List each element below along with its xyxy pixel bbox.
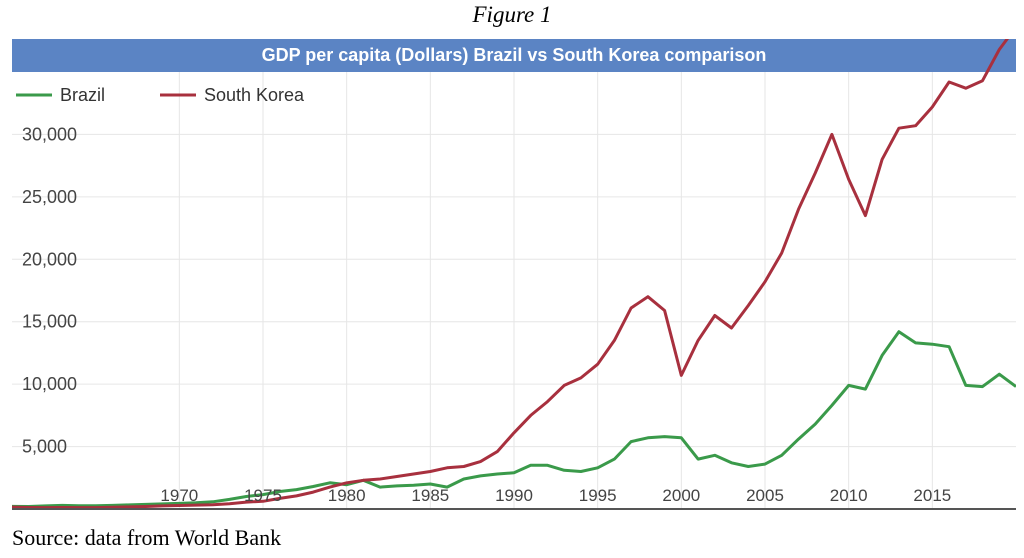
x-tick-label: 1990: [495, 486, 533, 505]
x-tick-label: 1980: [328, 486, 366, 505]
x-tick-label: 1970: [160, 486, 198, 505]
x-tick-label: 1985: [411, 486, 449, 505]
chart-title: GDP per capita (Dollars) Brazil vs South…: [12, 39, 1016, 72]
x-tick-label: 2010: [830, 486, 868, 505]
chart-plot: 5,000 10,000 15,000 20,000 25,000 30,000 1970 1…: [12, 39, 1016, 510]
x-tick-label: 1975: [244, 486, 282, 505]
x-tick-label: 1995: [579, 486, 617, 505]
chart-container: GDP per capita (Dollars) Brazil vs South…: [12, 39, 1016, 513]
y-tick-label: 5,000: [22, 437, 67, 457]
source-note: Source: data from World Bank: [12, 525, 282, 550]
x-tick-label: 2005: [746, 486, 784, 505]
figure-caption: Figure 1: [472, 2, 552, 27]
x-tick-label: 2000: [662, 486, 700, 505]
series-line-south-korea: [12, 39, 1009, 510]
legend-label-brazil: Brazil: [60, 85, 105, 105]
y-tick-label: 30,000: [22, 124, 77, 144]
series-line-brazil: [12, 330, 1016, 508]
y-tick-label: 20,000: [22, 249, 77, 269]
x-tick-label: 2015: [913, 486, 951, 505]
y-tick-label: 15,000: [22, 312, 77, 332]
y-tick-label: 10,000: [22, 374, 77, 394]
legend-label-south-korea: South Korea: [204, 85, 305, 105]
y-tick-label: 25,000: [22, 187, 77, 207]
